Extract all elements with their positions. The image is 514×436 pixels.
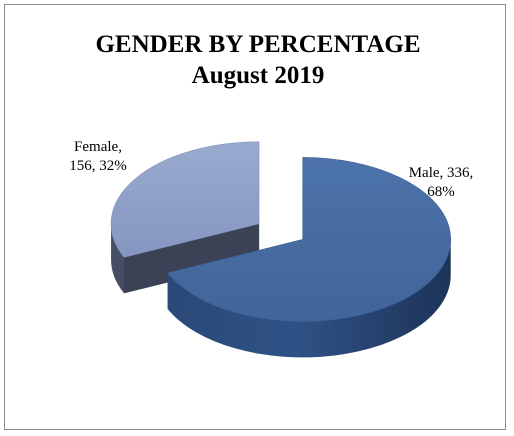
chart-subtitle: August 2019 bbox=[192, 62, 325, 89]
male-label-line1: Male, 336, bbox=[409, 165, 474, 181]
female-slice-top bbox=[110, 141, 260, 258]
male-slice-top bbox=[167, 157, 452, 322]
male-label-line2: 68% bbox=[427, 184, 455, 200]
pie-slices bbox=[110, 141, 452, 358]
male-slice-wall-0 bbox=[167, 239, 451, 358]
female-label-line1: Female, bbox=[74, 139, 122, 155]
chart-title: GENDER BY PERCENTAGE bbox=[95, 31, 420, 58]
female-slice-cut-b bbox=[124, 223, 260, 294]
chart-border bbox=[4, 4, 506, 430]
female-label-line2: 156, 32% bbox=[69, 158, 127, 174]
